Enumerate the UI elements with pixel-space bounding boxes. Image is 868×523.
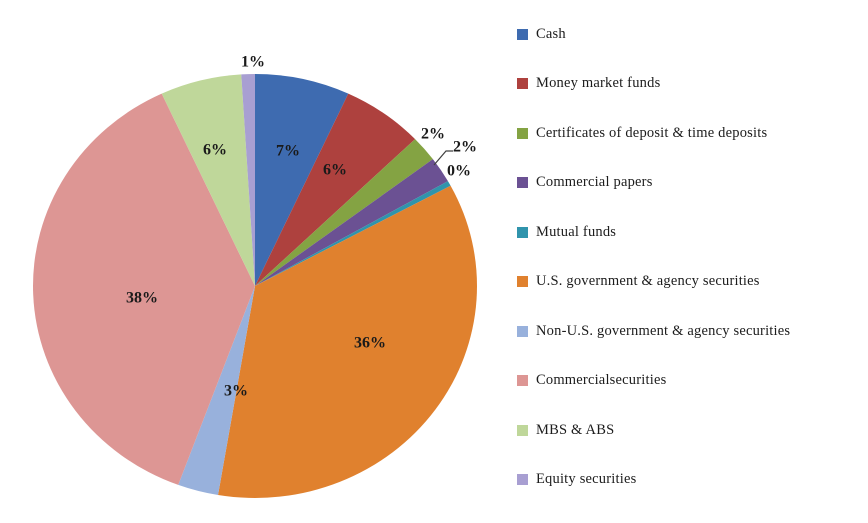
legend-swatch-icon bbox=[517, 276, 528, 288]
slice-percent-label: 6% bbox=[323, 162, 347, 179]
legend-label: Non-U.S. government & agency securities bbox=[536, 322, 791, 339]
legend-label: Money market funds bbox=[536, 75, 661, 92]
legend-item: Equity securities bbox=[517, 471, 790, 488]
chart-legend: Cash Money market funds Certificates of de… bbox=[517, 26, 790, 488]
legend-label: Mutual funds bbox=[536, 223, 617, 240]
legend-item: Mutual funds bbox=[517, 224, 790, 241]
slice-percent-label: 7% bbox=[276, 143, 300, 160]
leader-line bbox=[433, 150, 453, 166]
pie-slice bbox=[255, 159, 448, 286]
slice-percent-label: 2% bbox=[421, 126, 445, 143]
legend-swatch-icon bbox=[517, 29, 528, 40]
pie-slice bbox=[161, 74, 255, 286]
slice-percent-label: 0% bbox=[447, 163, 471, 180]
legend-label: Certificates of deposit & time deposits bbox=[536, 124, 768, 141]
pie-slice bbox=[178, 286, 255, 496]
legend-swatch-icon bbox=[517, 127, 528, 139]
legend-item: Money market funds bbox=[517, 75, 790, 92]
legend-label: Commercialsecurities bbox=[536, 372, 667, 389]
legend-swatch-icon bbox=[517, 177, 528, 189]
slice-percent-label: 36% bbox=[354, 335, 386, 352]
legend-swatch-icon bbox=[517, 78, 528, 90]
legend-swatch-icon bbox=[517, 375, 528, 387]
slice-percent-label: 1% bbox=[241, 54, 265, 71]
pie-slice bbox=[255, 181, 451, 286]
pie-slice bbox=[255, 93, 416, 286]
slice-percent-label: 2% bbox=[453, 139, 477, 156]
slice-percent-label: 6% bbox=[203, 142, 227, 159]
legend-label: U.S. government & agency securities bbox=[536, 273, 760, 290]
slice-percent-label: 38% bbox=[126, 290, 158, 307]
legend-swatch-icon bbox=[517, 424, 528, 436]
legend-item: Commercialsecurities bbox=[517, 372, 790, 389]
legend-item: Cash bbox=[517, 26, 790, 43]
legend-label: Commercial papers bbox=[536, 174, 653, 191]
legend-item: Commercial papers bbox=[517, 174, 790, 191]
pie-slice bbox=[218, 185, 477, 498]
pie-slice bbox=[33, 93, 255, 485]
pie-slice bbox=[255, 139, 433, 286]
legend-item: Non-U.S. government & agency securities bbox=[517, 323, 790, 340]
legend-label: Equity securities bbox=[536, 470, 637, 487]
legend-item: U.S. government & agency securities bbox=[517, 273, 790, 290]
legend-swatch-icon bbox=[517, 325, 528, 337]
legend-label: MBS & ABS bbox=[536, 421, 615, 438]
legend-item: MBS & ABS bbox=[517, 422, 790, 439]
legend-label: Cash bbox=[536, 26, 566, 42]
pie-slice bbox=[241, 74, 255, 286]
legend-swatch-icon bbox=[517, 226, 528, 238]
legend-swatch-icon bbox=[517, 473, 528, 485]
slice-percent-label: 3% bbox=[224, 383, 248, 400]
pie-slice bbox=[255, 74, 349, 286]
legend-item: Certificates of deposit & time deposits bbox=[517, 125, 790, 142]
